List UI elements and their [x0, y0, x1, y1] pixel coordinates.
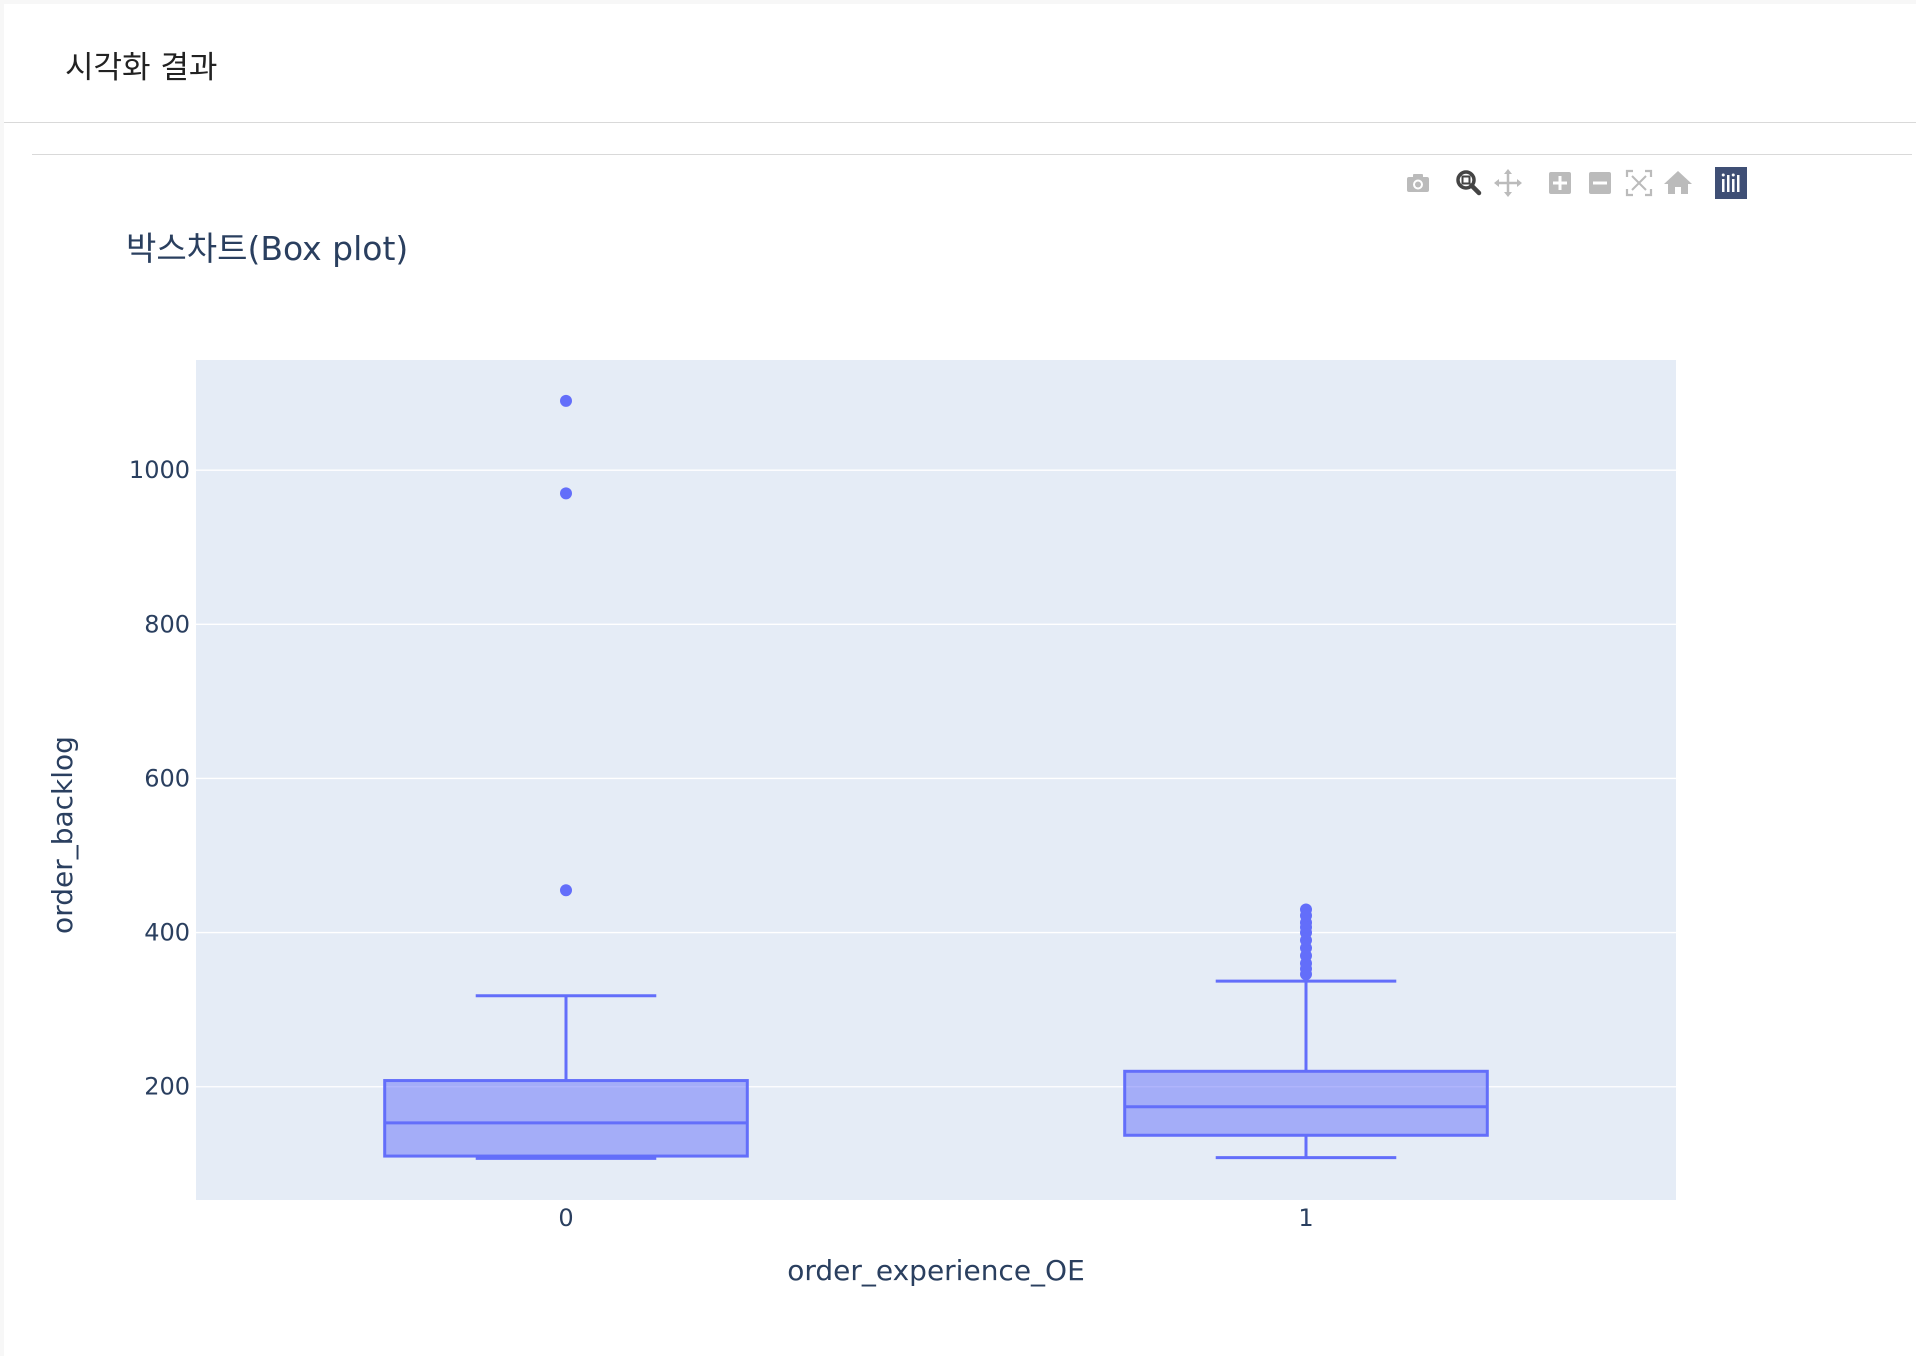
chart-title: 박스차트(Box plot)	[126, 229, 408, 268]
box-trace-0	[383, 394, 749, 1160]
box-plot-chart[interactable]: 박스차트(Box plot) 200 400 600 800 1000 0 1 order_…	[32, 155, 1912, 1353]
outlier-point	[560, 884, 572, 897]
y-tick-label: 200	[144, 1073, 190, 1101]
y-axis-title: order_backlog	[46, 736, 79, 934]
chart-container: 박스차트(Box plot) 200 400 600 800 1000 0 1 order_…	[32, 154, 1912, 1353]
plotly-logo-icon[interactable]	[1713, 165, 1749, 201]
y-tick-label: 800	[144, 610, 190, 638]
y-tick-label: 600	[144, 764, 190, 792]
zoom-icon[interactable]	[1450, 165, 1486, 201]
box-iqr	[1123, 1069, 1489, 1137]
camera-icon[interactable]	[1400, 165, 1436, 201]
home-icon[interactable]	[1660, 165, 1696, 201]
outlier-point	[1300, 903, 1312, 916]
plot-background	[196, 360, 1676, 1200]
y-tick-label: 400	[144, 919, 190, 947]
x-axis-title: order_experience_OE	[787, 1254, 1085, 1287]
x-tick-label: 0	[558, 1204, 573, 1232]
zoom-out-icon[interactable]	[1582, 165, 1618, 201]
panel-header: 시각화 결과	[4, 4, 1916, 123]
y-tick-label: 1000	[129, 456, 190, 484]
outlier-point	[560, 487, 572, 500]
x-tick-label: 1	[1298, 1204, 1313, 1232]
panel-title: 시각화 결과	[65, 50, 218, 86]
zoom-in-icon[interactable]	[1542, 165, 1578, 201]
box-iqr	[383, 1079, 749, 1158]
outlier-point	[560, 394, 572, 407]
pan-icon[interactable]	[1490, 165, 1526, 201]
box-trace-1	[1123, 903, 1489, 1160]
autoscale-icon[interactable]	[1621, 165, 1657, 201]
